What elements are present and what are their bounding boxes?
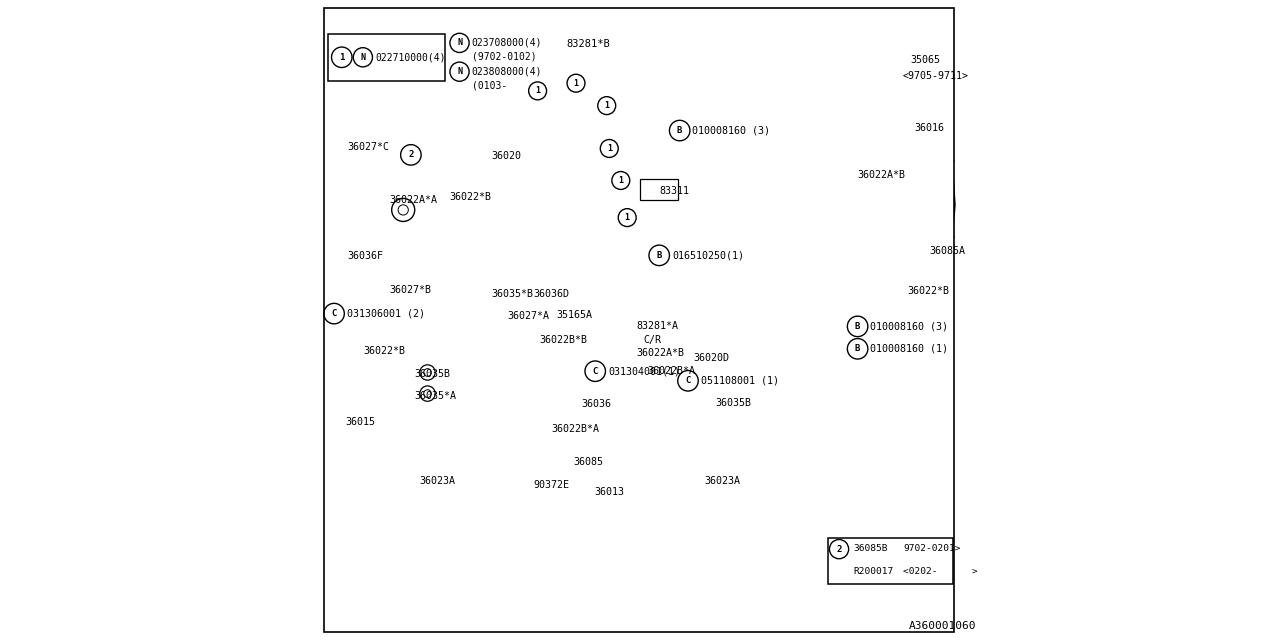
Text: B: B: [855, 322, 860, 331]
Text: 36022*B: 36022*B: [449, 192, 492, 202]
Text: N: N: [457, 38, 462, 47]
FancyBboxPatch shape: [328, 34, 445, 81]
Text: C: C: [685, 376, 691, 385]
Text: 36027*A: 36027*A: [507, 311, 549, 321]
Text: 010008160 (3): 010008160 (3): [870, 321, 948, 332]
Text: (9702-0102): (9702-0102): [472, 51, 536, 61]
Text: 36036D: 36036D: [534, 289, 570, 300]
Text: 36035B: 36035B: [716, 398, 751, 408]
Text: 36022A*B: 36022A*B: [636, 348, 684, 358]
Text: 36022B*A: 36022B*A: [648, 366, 696, 376]
Text: 36022A*A: 36022A*A: [389, 195, 438, 205]
Text: 1: 1: [607, 144, 612, 153]
Text: 36022*B: 36022*B: [908, 285, 950, 296]
Text: 1: 1: [573, 79, 579, 88]
Text: C: C: [332, 309, 337, 318]
Text: 36027*B: 36027*B: [389, 285, 431, 295]
Text: 2: 2: [408, 150, 413, 159]
Text: 9702-0201>: 9702-0201>: [904, 544, 960, 553]
Text: 36022*B: 36022*B: [364, 346, 406, 356]
Text: 031306001 (2): 031306001 (2): [347, 308, 425, 319]
Text: 83311: 83311: [659, 186, 689, 196]
Text: 1: 1: [625, 213, 630, 222]
Text: N: N: [457, 67, 462, 76]
Text: 36022A*B: 36022A*B: [858, 170, 906, 180]
Text: 36023A: 36023A: [420, 476, 456, 486]
Text: 36020: 36020: [492, 150, 521, 161]
Text: 36027*C: 36027*C: [347, 142, 389, 152]
Text: 36085A: 36085A: [929, 246, 965, 256]
Text: 016510250(1): 016510250(1): [672, 250, 744, 260]
Text: A360001060: A360001060: [909, 621, 977, 631]
Text: <9705-9711>: <9705-9711>: [902, 70, 969, 81]
FancyBboxPatch shape: [640, 179, 678, 200]
Text: 1: 1: [339, 52, 344, 62]
FancyBboxPatch shape: [325, 8, 955, 632]
Text: 35065: 35065: [910, 55, 940, 65]
Text: 010008160 (1): 010008160 (1): [870, 344, 948, 354]
Text: 36016: 36016: [914, 123, 943, 133]
Text: 36085B: 36085B: [854, 544, 887, 553]
Text: B: B: [855, 344, 860, 353]
Text: (0103-: (0103-: [472, 80, 507, 90]
Text: 031304001(1): 031304001(1): [608, 366, 680, 376]
Text: 36020D: 36020D: [694, 353, 730, 363]
Text: 83281*B: 83281*B: [566, 38, 611, 49]
Text: 36023A: 36023A: [704, 476, 740, 486]
Text: R200017: R200017: [854, 567, 893, 576]
Text: B: B: [657, 251, 662, 260]
Text: <0202-      >: <0202- >: [904, 567, 978, 576]
Text: 83281*A: 83281*A: [636, 321, 678, 332]
Text: 1: 1: [604, 101, 609, 110]
Text: C: C: [593, 367, 598, 376]
Text: 36022B*B: 36022B*B: [539, 335, 586, 346]
Text: 051108001 (1): 051108001 (1): [701, 376, 778, 386]
Text: 1: 1: [618, 176, 623, 185]
Text: 36022B*A: 36022B*A: [552, 424, 600, 434]
Text: 36085: 36085: [573, 457, 603, 467]
Text: 010008160 (3): 010008160 (3): [692, 125, 771, 136]
Text: 2: 2: [836, 545, 842, 554]
FancyBboxPatch shape: [828, 538, 952, 584]
Text: 023708000(4): 023708000(4): [472, 38, 543, 48]
Text: 36036: 36036: [581, 399, 611, 410]
Text: N: N: [361, 52, 365, 62]
Text: 35165A: 35165A: [557, 310, 593, 320]
Text: 36013: 36013: [594, 486, 623, 497]
Text: C/R: C/R: [644, 335, 662, 346]
Text: 36035B: 36035B: [415, 369, 451, 380]
Text: 36035*A: 36035*A: [415, 390, 457, 401]
Text: B: B: [677, 126, 682, 135]
Text: 1: 1: [535, 86, 540, 95]
Text: 36036F: 36036F: [347, 251, 383, 261]
Text: 36015: 36015: [346, 417, 375, 428]
Text: 022710000(4): 022710000(4): [376, 52, 447, 62]
Text: 90372E: 90372E: [534, 480, 570, 490]
Text: 36035*B: 36035*B: [492, 289, 534, 300]
Text: 023808000(4): 023808000(4): [472, 67, 543, 77]
